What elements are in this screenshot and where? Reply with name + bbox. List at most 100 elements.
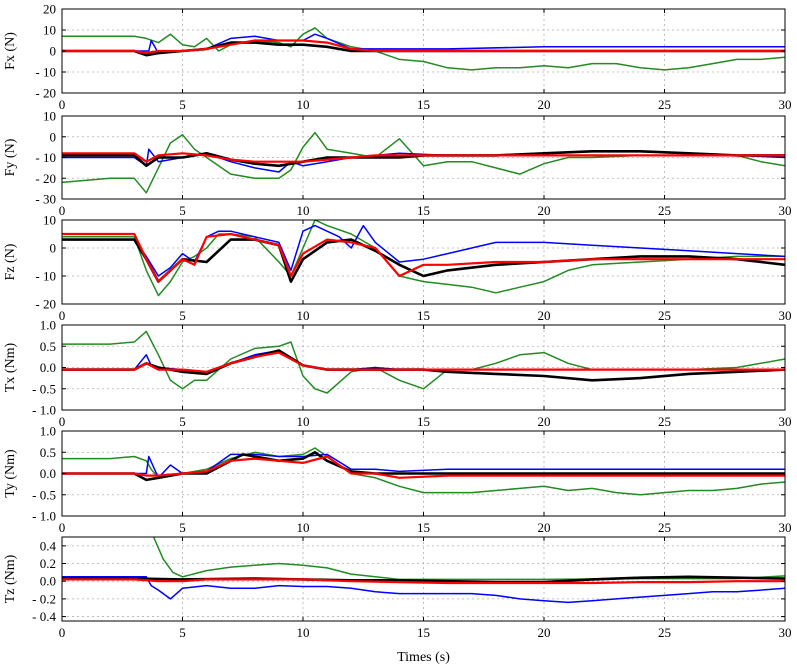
series-group bbox=[62, 537, 785, 604]
x-tick-label: 30 bbox=[779, 520, 792, 535]
panel-5: - 1.0 - 0.5 0.0 0.5 1.0 0 5 10 15 20 25 30 Ty (Nm) bbox=[3, 424, 792, 536]
y-tick-label: 0.4 bbox=[40, 538, 57, 553]
y-tick-label: - 30 bbox=[35, 192, 56, 207]
y-tick-label: 0.0 bbox=[40, 574, 56, 589]
x-tick-label: 25 bbox=[658, 520, 671, 535]
y-tick-label: - 1.0 bbox=[32, 403, 56, 418]
x-tick-label: 10 bbox=[297, 520, 310, 535]
y-tick-label: 0 bbox=[50, 129, 57, 144]
y-tick-label: 0.0 bbox=[40, 360, 56, 375]
x-tick-label: 30 bbox=[779, 625, 792, 640]
x-tick-label: 20 bbox=[538, 308, 551, 323]
x-tick-label: 10 bbox=[297, 203, 310, 218]
y-tick-label: - 0.5 bbox=[32, 487, 56, 502]
x-tick-label: 20 bbox=[538, 414, 551, 429]
x-tick-label: 20 bbox=[538, 203, 551, 218]
x-tick-label: 25 bbox=[658, 308, 671, 323]
x-tick-label: 15 bbox=[417, 308, 430, 323]
x-tick-label: 25 bbox=[658, 203, 671, 218]
x-tick-label: 15 bbox=[417, 520, 430, 535]
x-tick-label: 5 bbox=[179, 520, 186, 535]
x-tick-label: 10 bbox=[297, 308, 310, 323]
y-axis-label: Tx (Nm) bbox=[3, 342, 18, 392]
x-tick-label: 5 bbox=[179, 625, 186, 640]
x-tick-label: 10 bbox=[297, 414, 310, 429]
series-group bbox=[62, 447, 785, 496]
x-tick-label: 5 bbox=[179, 97, 186, 112]
x-tick-label: 25 bbox=[658, 97, 671, 112]
series-green-line bbox=[62, 131, 785, 194]
y-tick-label: - 1.0 bbox=[32, 509, 56, 524]
series-group bbox=[62, 330, 785, 394]
x-tick-label: 30 bbox=[779, 203, 792, 218]
series-group bbox=[62, 131, 785, 194]
x-tick-label: 0 bbox=[59, 625, 66, 640]
series-red-line bbox=[62, 351, 785, 373]
x-tick-label: 5 bbox=[179, 414, 186, 429]
y-tick-label: 10 bbox=[43, 213, 56, 228]
x-tick-label: 0 bbox=[59, 97, 66, 112]
x-tick-label: 0 bbox=[59, 308, 66, 323]
y-tick-label: 0.5 bbox=[40, 445, 56, 460]
x-tick-label: 20 bbox=[538, 625, 551, 640]
y-tick-label: - 10 bbox=[35, 150, 56, 165]
x-tick-label: 20 bbox=[538, 97, 551, 112]
y-tick-label: 20 bbox=[43, 2, 56, 17]
series-red-line bbox=[62, 455, 785, 479]
y-tick-label: 0 bbox=[50, 241, 57, 256]
y-tick-label: 0 bbox=[50, 44, 57, 59]
y-tick-label: 1.0 bbox=[40, 318, 56, 333]
y-tick-label: - 20 bbox=[35, 171, 56, 186]
series-green-line bbox=[62, 220, 785, 297]
x-tick-label: 15 bbox=[417, 97, 430, 112]
series-green-line bbox=[152, 537, 785, 581]
x-tick-label: 20 bbox=[538, 520, 551, 535]
panel-6: - 0.4 - 0.2 0.0 0.2 0.4 0 5 10 15 20 25 30 Tz (Nm) bbox=[3, 536, 792, 640]
series-blue-line bbox=[62, 224, 785, 277]
x-tick-label: 10 bbox=[297, 625, 310, 640]
x-tick-label: 30 bbox=[779, 97, 792, 112]
panel-1: - 20 - 10 0 10 20 0 5 10 15 20 25 30 Fx (N) bbox=[3, 2, 792, 113]
y-tick-label: - 0.4 bbox=[32, 609, 56, 624]
y-tick-label: 10 bbox=[43, 23, 56, 38]
y-tick-label: - 0.2 bbox=[32, 591, 56, 606]
x-tick-label: 25 bbox=[658, 414, 671, 429]
y-tick-label: - 0.5 bbox=[32, 381, 56, 396]
y-tick-label: - 10 bbox=[35, 65, 56, 80]
series-red-line bbox=[62, 578, 785, 585]
y-tick-label: - 20 bbox=[35, 86, 56, 101]
x-tick-label: 5 bbox=[179, 308, 186, 323]
series-group bbox=[62, 27, 785, 71]
panel-3: - 20 - 10 0 10 0 5 10 15 20 25 30 Fz (N) bbox=[3, 213, 792, 324]
y-axis-label: Fy (N) bbox=[3, 138, 18, 176]
y-tick-label: 10 bbox=[43, 109, 56, 124]
y-tick-label: 0.2 bbox=[40, 556, 56, 571]
y-tick-label: - 10 bbox=[35, 269, 56, 284]
x-tick-label: 15 bbox=[417, 625, 430, 640]
y-tick-label: - 20 bbox=[35, 297, 56, 312]
y-tick-label: 1.0 bbox=[40, 424, 56, 439]
y-axis-label: Ty (Nm) bbox=[3, 449, 18, 498]
y-axis-label: Tz (Nm) bbox=[3, 554, 18, 603]
series-blue-line bbox=[62, 576, 785, 604]
x-tick-label: 15 bbox=[417, 414, 430, 429]
series-red-line bbox=[62, 39, 785, 55]
x-tick-label: 10 bbox=[297, 97, 310, 112]
x-tick-label: 0 bbox=[59, 520, 66, 535]
y-tick-label: 0.5 bbox=[40, 339, 56, 354]
panel-4: - 1.0 - 0.5 0.0 0.5 1.0 0 5 10 15 20 25 30 Tx (Nm) bbox=[3, 318, 792, 430]
x-tick-label: 25 bbox=[658, 625, 671, 640]
x-axis-label: Times (s) bbox=[397, 650, 450, 665]
x-tick-label: 15 bbox=[417, 203, 430, 218]
x-tick-label: 0 bbox=[59, 414, 66, 429]
panel-2: - 30 - 20 - 10 0 10 0 5 10 15 20 25 30 Fy (N) bbox=[3, 109, 792, 219]
series-red-line bbox=[62, 232, 785, 283]
x-tick-label: 30 bbox=[779, 414, 792, 429]
series-red-line bbox=[62, 152, 785, 163]
series-black-line bbox=[62, 450, 785, 482]
y-tick-label: 0.0 bbox=[40, 466, 56, 481]
x-tick-label: 0 bbox=[59, 203, 66, 218]
x-tick-label: 5 bbox=[179, 203, 186, 218]
y-axis-label: Fz (N) bbox=[3, 243, 18, 280]
